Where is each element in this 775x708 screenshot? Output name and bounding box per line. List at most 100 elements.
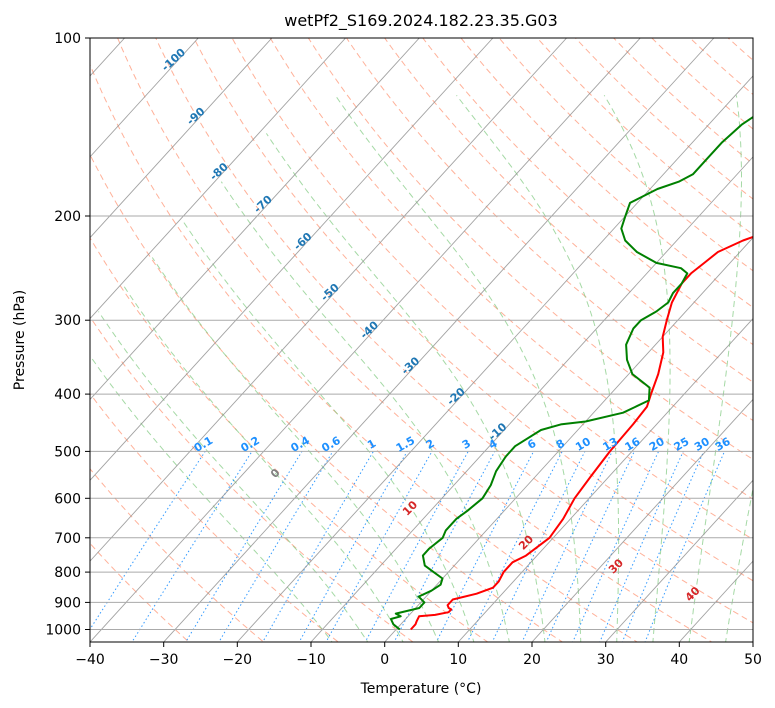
mixing-ratio-line: [435, 451, 535, 642]
isotherm-line: [163, 38, 715, 642]
dry-adiabat-line: [536, 38, 753, 236]
mixing-ratio-line: [521, 451, 613, 642]
dry-adiabat-line: [384, 38, 753, 383]
mixing-ratio-line: [644, 451, 725, 642]
moist-adiabat-line: [334, 95, 582, 642]
dry-adiabat-line: [90, 63, 639, 642]
x-tick-label: 40: [670, 652, 688, 668]
isotherm-line: [90, 38, 641, 642]
isotherm-line: [90, 38, 494, 481]
dry-adiabat-line: [460, 38, 753, 308]
x-tick-label: 10: [449, 652, 467, 668]
isotherm-label: -100: [159, 46, 188, 74]
mixing-ratio-line: [185, 451, 303, 642]
x-tick-label: 20: [523, 652, 541, 668]
plot-area: -100-90-80-70-60-50-40-30-20-100.1 0.2 0.4…: [90, 0, 775, 654]
dry-adiabat-line: [231, 38, 753, 541]
moist-adiabat-line: [220, 181, 510, 642]
y-tick-label: 300: [54, 313, 81, 329]
mixing-ratio-line: [131, 451, 253, 642]
isotherm-line: [90, 38, 199, 158]
y-tick-label: 200: [54, 209, 81, 225]
mixing-ratio-line: [621, 451, 705, 642]
plot-frame: [89, 37, 754, 643]
dewpoint-trace: [389, 115, 753, 631]
x-tick-label: 50: [744, 652, 762, 668]
dry-adiabat-line: [155, 38, 753, 624]
isotherm-line: [310, 156, 753, 642]
moist-adiabat-label: 30: [606, 556, 626, 576]
mixing-ratio-label: 6: [525, 437, 538, 452]
x-tick-label: −30: [149, 652, 179, 668]
isotherm-line: [90, 38, 273, 239]
y-tick-label: 900: [54, 595, 81, 611]
dry-adiabat-line: [117, 38, 713, 642]
mixing-ratio-line: [90, 451, 206, 631]
dry-adiabat-line: [269, 38, 753, 500]
dry-adiabat-line: [705, 0, 775, 654]
moist-adiabats: [90, 94, 753, 642]
reference-line-labels: -100-90-80-70-60-50-40-30-20-100.1 0.2 0.4…: [159, 46, 733, 605]
temperature-trace: [410, 235, 753, 631]
mixing-ratio-line: [218, 451, 334, 642]
x-axis-ticks: −40 −30 −20 −10 0 10 20 30 40 50: [75, 642, 762, 668]
isotherm-line: [531, 398, 753, 642]
y-tick-label: 700: [54, 531, 81, 547]
moist-adiabat-line: [725, 486, 753, 642]
mixing-ratio-line: [325, 451, 433, 642]
dry-adiabat-line: [90, 468, 265, 642]
moist-adiabat-line: [90, 354, 333, 642]
mixing-ratio-line: [545, 451, 635, 642]
y-tick-label: 100: [54, 31, 81, 47]
moist-adiabat-label: 0: [268, 466, 283, 481]
moist-adiabat-line: [265, 133, 546, 642]
x-tick-label: 0: [380, 652, 389, 668]
mixing-ratio-label: 3: [460, 437, 473, 452]
mixing-ratio-line: [262, 451, 374, 642]
isotherm-line: [90, 38, 567, 562]
dry-adiabat-line: [689, 38, 753, 96]
mixing-ratio-line: [599, 451, 684, 642]
x-tick-label: −10: [296, 652, 326, 668]
moist-adiabat-line: [456, 94, 620, 642]
dry-adiabat-line: [193, 38, 753, 582]
moist-adiabat-line: [98, 311, 369, 642]
mixing-ratio-line: [393, 451, 496, 642]
y-tick-label: 800: [54, 565, 81, 581]
isotherm-label: -60: [291, 230, 315, 253]
y-axis-label: Pressure (hPa): [12, 290, 28, 390]
pressure-gridlines: [90, 38, 753, 630]
isotherm-line: [236, 75, 753, 642]
isotherm-line: [90, 38, 420, 401]
x-tick-label: −20: [223, 652, 253, 668]
mixing-ratio-line: [491, 451, 586, 642]
isotherm-label: -80: [207, 160, 231, 183]
dry-adiabat-line: [90, 153, 564, 642]
sounding-traces: [389, 115, 753, 631]
chart-title: wetPf2_S169.2024.182.23.35.G03: [284, 11, 558, 31]
dry-adiabat-line: [651, 38, 753, 130]
y-axis-ticks: 100 200 300 400 500 600 700 800 900 1000: [45, 31, 90, 639]
isotherms: [90, 38, 753, 642]
isotherm-line: [90, 38, 346, 320]
dry-adiabat-line: [574, 38, 753, 200]
mixing-ratio-line: [466, 451, 563, 642]
isotherm-line: [384, 237, 753, 642]
moist-adiabat-label: 10: [400, 498, 420, 518]
dry-adiabat-line: [90, 542, 190, 642]
moist-adiabat-line: [688, 95, 742, 642]
y-tick-label: 600: [54, 491, 81, 507]
mixing-ratio-label: 2: [424, 437, 437, 452]
dry-adiabats: [90, 0, 775, 654]
y-tick-label: 400: [54, 387, 81, 403]
isotherm-label: -90: [184, 105, 208, 128]
dry-adiabat-line: [422, 38, 753, 346]
x-tick-label: 30: [597, 652, 615, 668]
moist-adiabat-label: 40: [683, 584, 703, 604]
dry-adiabat-line: [90, 392, 340, 642]
isotherm-label: -20: [444, 385, 468, 408]
isotherm-label: -50: [318, 281, 342, 304]
dry-adiabat-line: [345, 38, 753, 422]
isotherm-line: [605, 479, 753, 642]
